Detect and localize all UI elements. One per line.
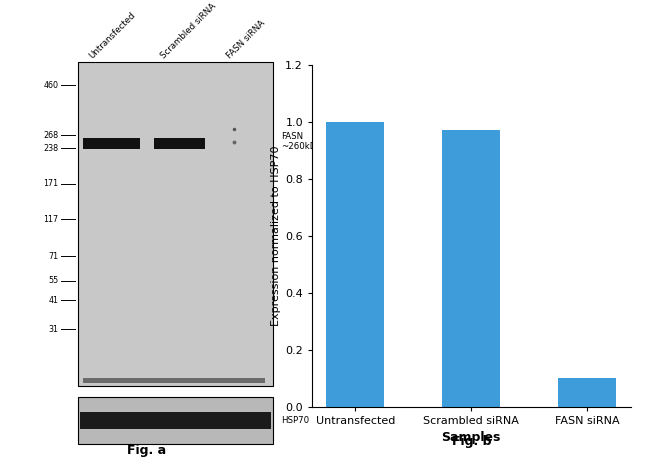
- Text: 268: 268: [44, 131, 58, 140]
- Bar: [77, 397, 274, 444]
- Text: 171: 171: [44, 179, 58, 188]
- Text: Fig. a: Fig. a: [127, 444, 166, 457]
- Bar: [81, 412, 270, 429]
- Text: 117: 117: [44, 215, 58, 224]
- Text: Scrambled siRNA: Scrambled siRNA: [159, 1, 218, 60]
- Text: Untransfected: Untransfected: [87, 10, 137, 60]
- Bar: [442, 130, 501, 407]
- Text: FASN siRNA: FASN siRNA: [225, 18, 266, 60]
- Text: 71: 71: [48, 252, 58, 261]
- Text: FASN
~260kDa: FASN ~260kDa: [281, 132, 321, 151]
- Text: 460: 460: [44, 80, 58, 90]
- Bar: [77, 62, 274, 386]
- Text: HSP70: HSP70: [281, 416, 309, 425]
- Bar: [326, 122, 384, 407]
- Bar: [83, 138, 140, 149]
- Y-axis label: Expression normalized to HSP70: Expression normalized to HSP70: [271, 146, 281, 326]
- Text: Fig. b: Fig. b: [452, 435, 491, 448]
- X-axis label: Samples: Samples: [441, 431, 501, 444]
- Text: 31: 31: [49, 325, 58, 334]
- Bar: [153, 138, 205, 149]
- Text: 41: 41: [49, 296, 58, 304]
- Text: 55: 55: [48, 276, 58, 285]
- Bar: [83, 378, 265, 383]
- Bar: [558, 378, 616, 407]
- Text: 238: 238: [44, 144, 58, 152]
